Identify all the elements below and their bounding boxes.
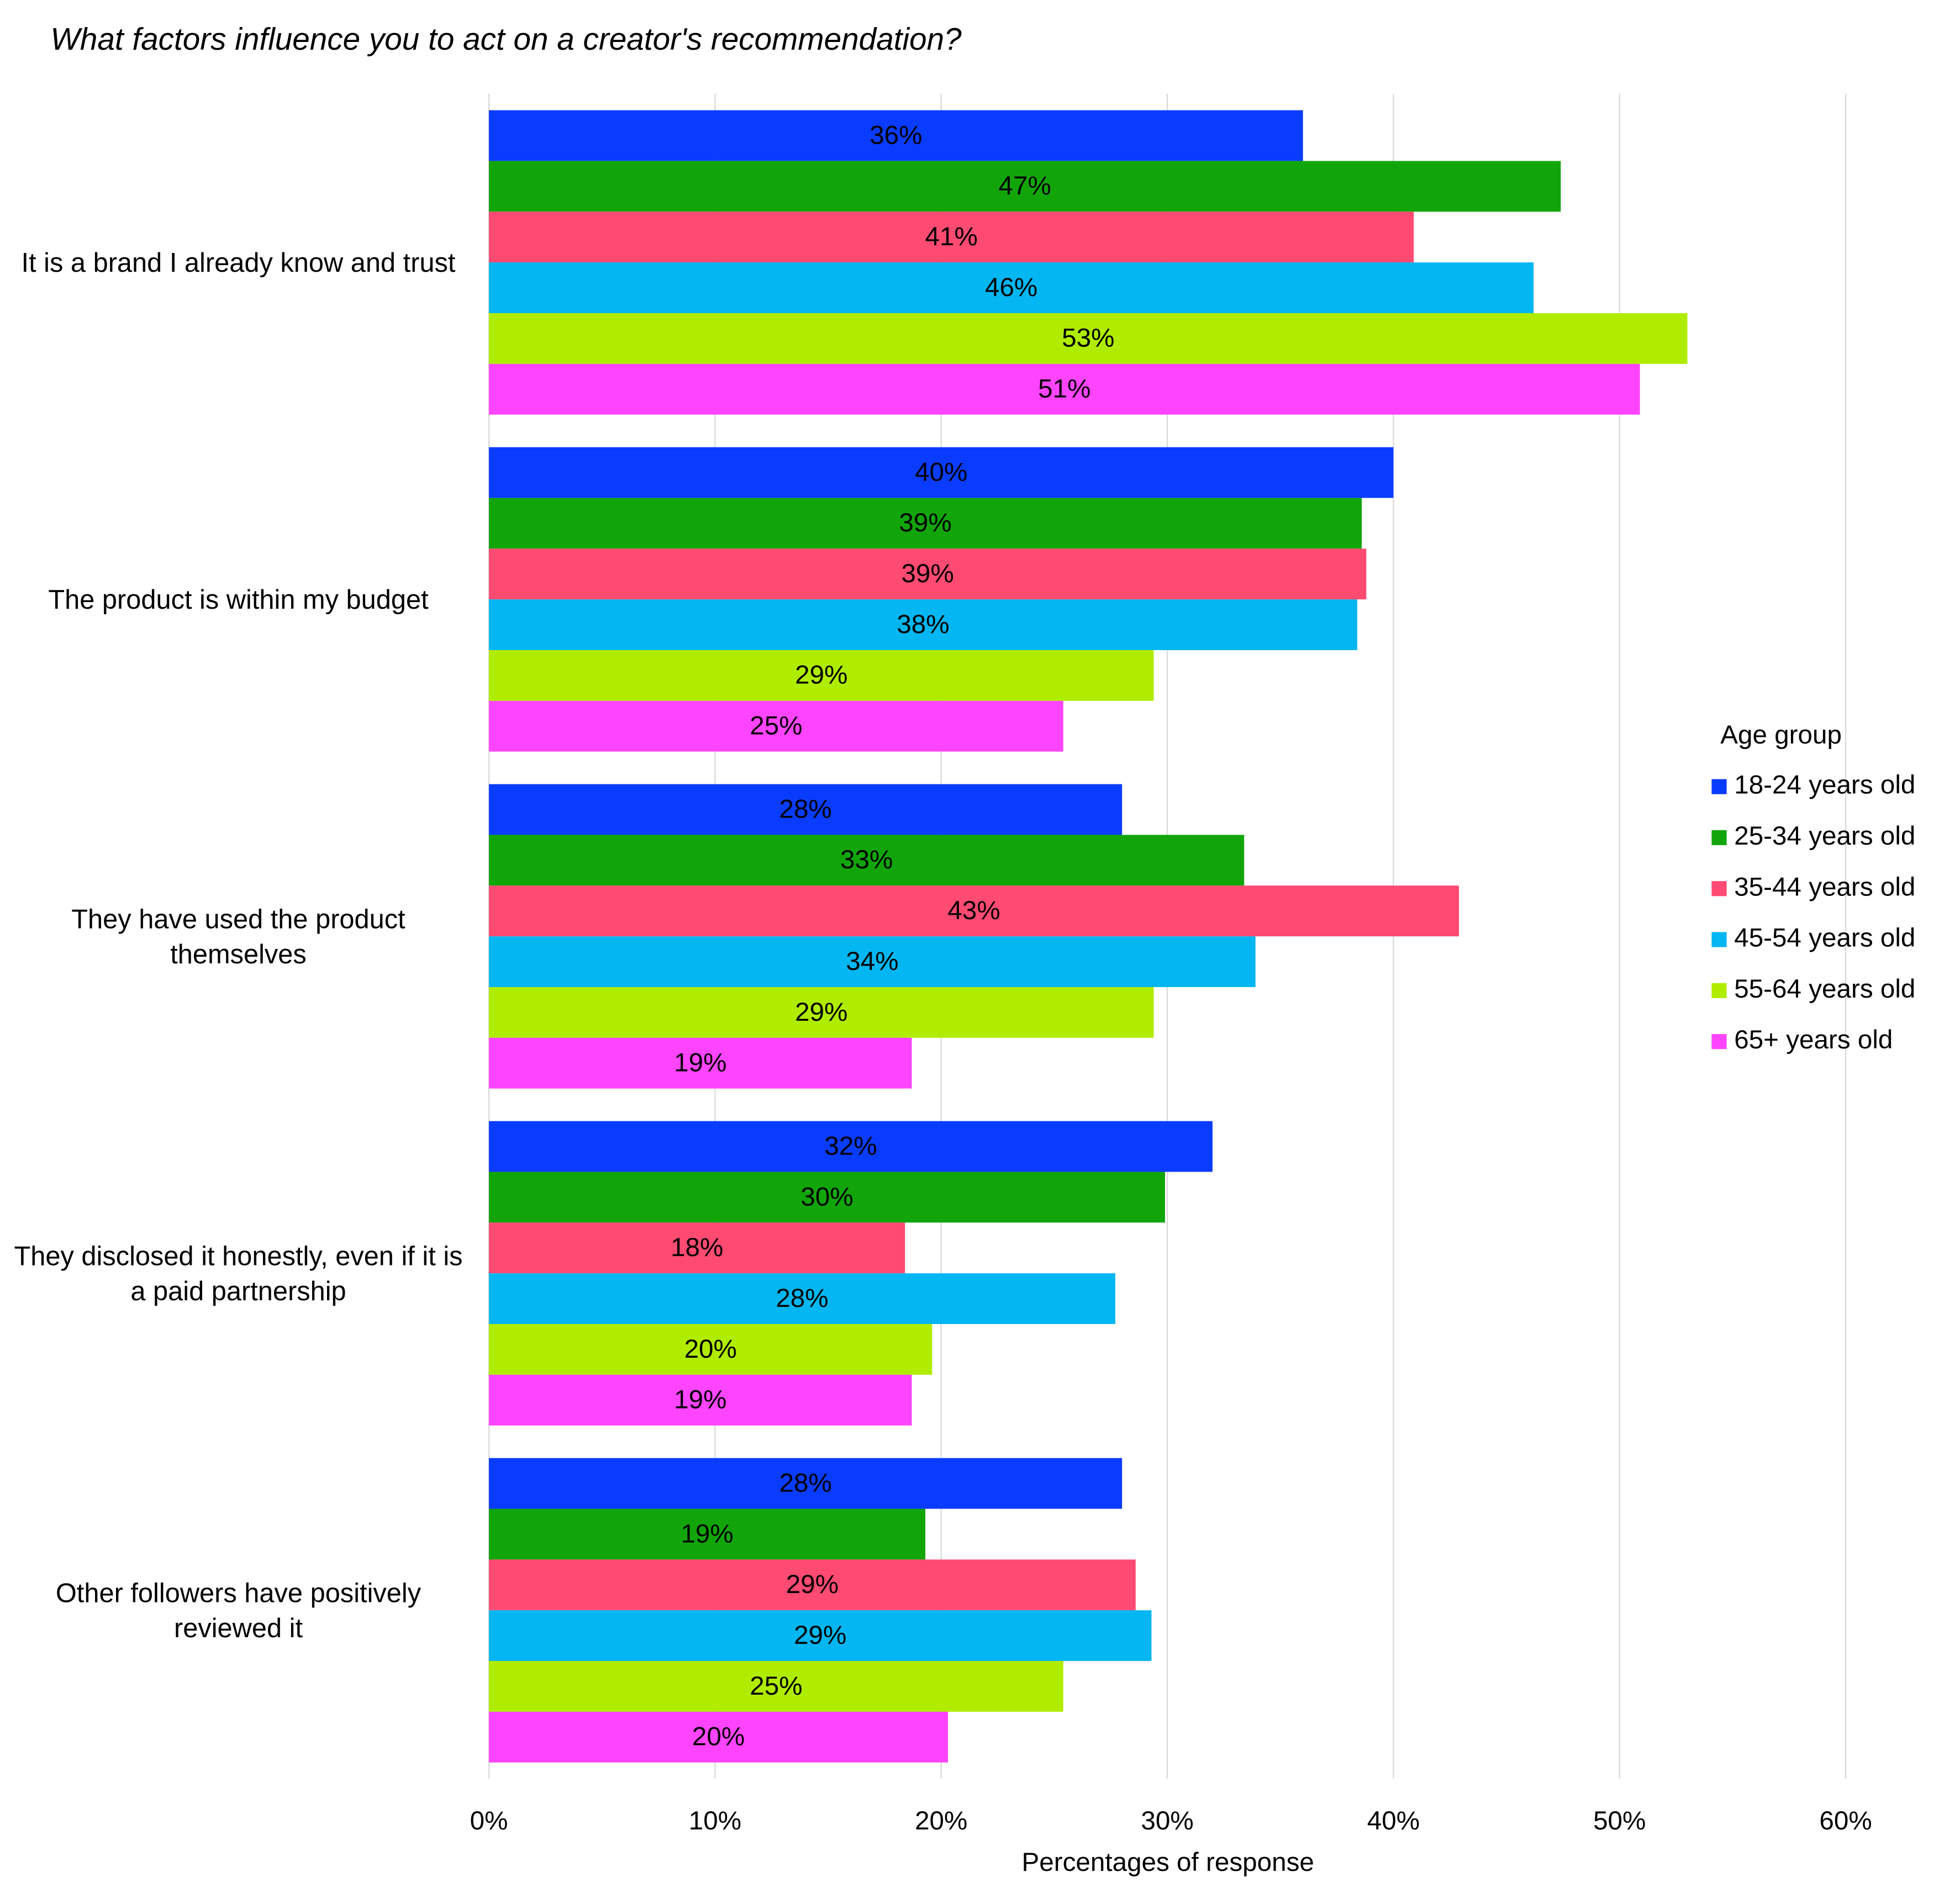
value-label: 28% bbox=[779, 1468, 831, 1497]
value-label: 36% bbox=[870, 120, 922, 150]
value-label: 46% bbox=[985, 273, 1037, 302]
bar bbox=[489, 498, 1362, 549]
category-label-box: They have used the product themselves bbox=[71, 904, 405, 969]
y-tick-label: They disclosed it honestly, even if it i… bbox=[14, 1241, 463, 1306]
bar bbox=[489, 363, 1640, 415]
value-label: 39% bbox=[899, 508, 951, 537]
value-label: 20% bbox=[692, 1722, 745, 1752]
value-label: 29% bbox=[786, 1570, 839, 1599]
x-tick-label: 60% bbox=[1819, 1806, 1872, 1836]
bar bbox=[489, 1222, 905, 1274]
value-label: 53% bbox=[1062, 324, 1114, 353]
legend-swatch bbox=[1711, 983, 1727, 998]
bar bbox=[489, 1037, 912, 1089]
legend-label: 35-44 years old bbox=[1734, 872, 1915, 901]
chart-title: What factors influence you to act on a c… bbox=[50, 22, 962, 57]
bar bbox=[489, 835, 1245, 886]
bar bbox=[489, 1711, 948, 1763]
value-label: 28% bbox=[776, 1284, 828, 1313]
bar bbox=[489, 161, 1561, 212]
value-label: 18% bbox=[671, 1233, 723, 1262]
bar bbox=[489, 447, 1394, 498]
bar bbox=[489, 1273, 1115, 1325]
bar bbox=[489, 936, 1256, 987]
legend-label: 45-54 years old bbox=[1734, 924, 1915, 953]
category-label-box: It is a brand I already know and trust bbox=[21, 247, 456, 278]
value-label: 25% bbox=[750, 711, 802, 741]
legend-swatch bbox=[1711, 932, 1727, 947]
legend-label: 18-24 years old bbox=[1734, 771, 1915, 800]
value-label: 32% bbox=[824, 1131, 877, 1161]
value-label: 38% bbox=[897, 610, 949, 639]
bar bbox=[489, 262, 1534, 313]
bar bbox=[489, 599, 1357, 650]
value-label: 39% bbox=[902, 559, 954, 588]
bar bbox=[489, 650, 1154, 701]
bar bbox=[489, 1610, 1152, 1662]
x-tick-label: 10% bbox=[689, 1806, 741, 1836]
value-label: 19% bbox=[681, 1519, 733, 1548]
legend-swatch bbox=[1711, 1034, 1727, 1049]
x-tick-label: 50% bbox=[1593, 1806, 1646, 1836]
bar bbox=[489, 1559, 1136, 1611]
value-label: 19% bbox=[674, 1385, 726, 1415]
legend-swatch bbox=[1711, 779, 1727, 794]
x-tick-label: 20% bbox=[915, 1806, 967, 1836]
bar bbox=[489, 110, 1303, 161]
bar bbox=[489, 987, 1154, 1038]
legend-label: 65+ years old bbox=[1734, 1025, 1893, 1054]
value-label: 40% bbox=[915, 457, 967, 487]
y-tick-label: They have used the product themselves bbox=[71, 904, 405, 969]
legend-label: 55-64 years old bbox=[1734, 974, 1915, 1004]
value-label: 29% bbox=[794, 1621, 846, 1650]
bar bbox=[489, 1172, 1165, 1223]
legend-swatch bbox=[1711, 830, 1727, 846]
x-tick-label: 40% bbox=[1367, 1806, 1420, 1836]
x-tick-label: 0% bbox=[470, 1806, 508, 1836]
category-label-box: They disclosed it honestly, even if it i… bbox=[14, 1241, 463, 1306]
legend-label: 25-34 years old bbox=[1734, 821, 1915, 851]
value-label: 29% bbox=[795, 998, 847, 1027]
bar bbox=[489, 1509, 926, 1560]
value-label: 19% bbox=[674, 1048, 726, 1078]
bar bbox=[489, 1121, 1213, 1172]
value-label: 28% bbox=[779, 794, 831, 824]
bar bbox=[489, 784, 1123, 835]
legend-swatch bbox=[1711, 881, 1727, 896]
value-label: 25% bbox=[750, 1671, 802, 1701]
x-tick-label: 30% bbox=[1141, 1806, 1193, 1836]
category-label-box: The product is within my budget bbox=[48, 584, 429, 615]
category-label-box: Other followers have positively reviewed… bbox=[55, 1578, 421, 1643]
bar bbox=[489, 1374, 912, 1426]
bar bbox=[489, 885, 1459, 937]
value-label: 29% bbox=[795, 661, 847, 690]
bar bbox=[489, 212, 1414, 263]
y-tick-label: It is a brand I already know and trust bbox=[21, 247, 456, 278]
bar bbox=[489, 1458, 1123, 1509]
bar bbox=[489, 313, 1688, 364]
value-label: 20% bbox=[684, 1335, 737, 1364]
y-tick-label: Other followers have positively reviewed… bbox=[55, 1578, 421, 1643]
y-tick-label: The product is within my budget bbox=[48, 584, 429, 615]
value-label: 43% bbox=[947, 896, 1000, 925]
bar bbox=[489, 548, 1367, 600]
value-label: 34% bbox=[846, 947, 898, 976]
legend-title: Age group bbox=[1720, 720, 1842, 750]
x-axis-label: Percentages of response bbox=[1022, 1848, 1314, 1877]
value-label: 47% bbox=[999, 171, 1051, 201]
value-label: 41% bbox=[925, 222, 978, 251]
value-label: 51% bbox=[1038, 375, 1090, 404]
bar bbox=[489, 1324, 932, 1375]
value-label: 30% bbox=[800, 1182, 853, 1211]
value-label: 33% bbox=[840, 845, 893, 874]
bar bbox=[489, 1661, 1063, 1712]
bar bbox=[489, 700, 1063, 752]
